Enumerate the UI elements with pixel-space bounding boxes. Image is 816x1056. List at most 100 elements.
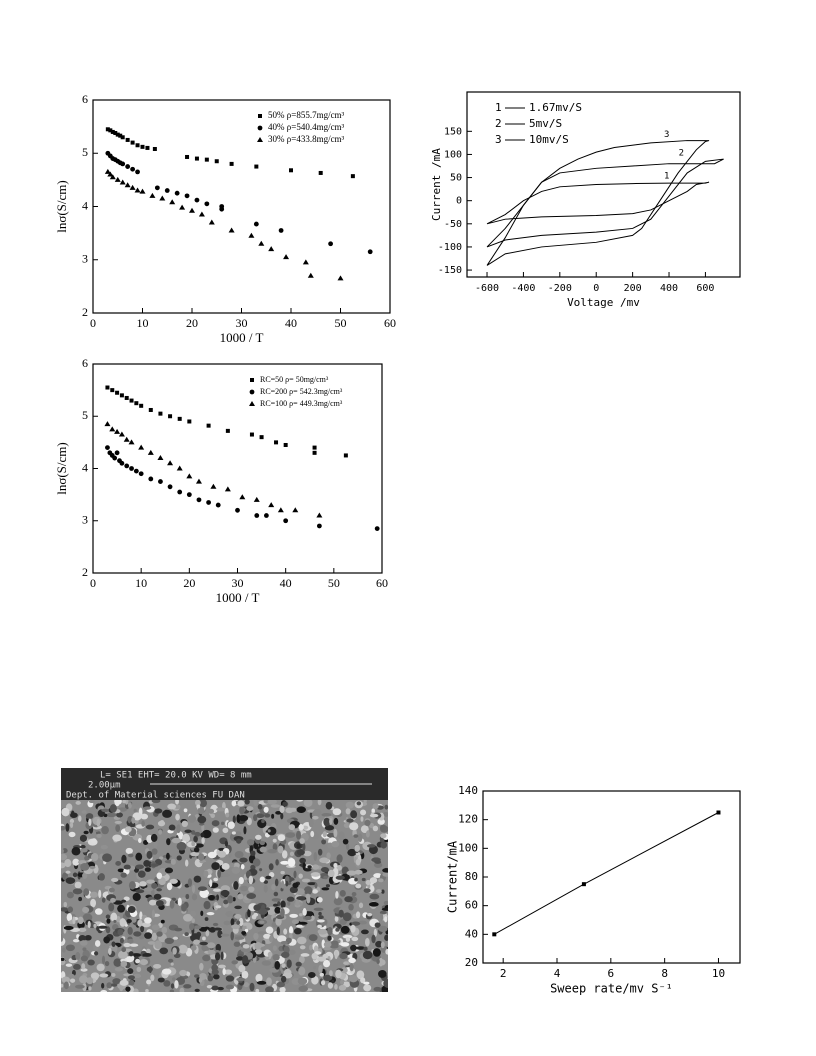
marker-triangle bbox=[224, 486, 231, 492]
marker-circle bbox=[177, 489, 183, 495]
marker-triangle bbox=[159, 195, 166, 201]
chart: 0 10 20 30 40 50 60 2 3 4 5 6 1000 / T lnσ(S/cm) RC=50… bbox=[54, 356, 388, 605]
y-tick-label: 120 bbox=[458, 813, 478, 826]
marker-triangle bbox=[316, 512, 323, 518]
marker-square bbox=[492, 932, 497, 937]
y-tick-label: 150 bbox=[444, 126, 462, 137]
x-tick-label: 10 bbox=[135, 576, 147, 590]
marker-square bbox=[130, 140, 135, 145]
x-tick-label: 10 bbox=[137, 316, 149, 330]
marker-square bbox=[716, 810, 721, 815]
marker-triangle bbox=[249, 401, 255, 406]
x-axis-label: Sweep rate/mv S⁻¹ bbox=[550, 982, 673, 996]
marker-square bbox=[581, 882, 586, 887]
micrograph-scale-text: 2.00μm bbox=[88, 781, 121, 791]
y-tick-label: 80 bbox=[465, 870, 478, 883]
marker-triangle bbox=[268, 246, 275, 252]
marker-square bbox=[118, 133, 123, 138]
x-tick-label: 0 bbox=[90, 316, 96, 330]
marker-square bbox=[140, 144, 145, 149]
legend-label: RC=50 ρ= 50mg/cm³ bbox=[260, 375, 329, 384]
marker-square bbox=[343, 453, 348, 458]
y-tick-label: 2 bbox=[82, 305, 88, 319]
legend-label: 50% ρ=855.7mg/cm³ bbox=[268, 110, 345, 120]
x-tick-label: -600 bbox=[475, 283, 499, 294]
marker-square bbox=[225, 428, 230, 433]
y-tick-label: 140 bbox=[458, 784, 478, 797]
marker-square bbox=[134, 401, 139, 406]
marker-square bbox=[283, 442, 288, 447]
chart: 2 4 6 8 10 20 40 60 80 100 120 140 Sweep rate/mv S⁻¹… bbox=[446, 784, 741, 996]
micrograph: L= SE1 EHT= 20.0 KV WD= 8 mm 2.00μm Dept… bbox=[61, 768, 388, 992]
marker-circle bbox=[164, 188, 170, 193]
marker-triangle bbox=[337, 275, 344, 281]
marker-square bbox=[206, 423, 211, 428]
chart: 0 10 20 30 40 50 60 2 3 4 5 6 1000 / T lnσ(S/cm) 50% ρ… bbox=[54, 92, 396, 345]
marker-square bbox=[119, 393, 124, 398]
marker-triangle bbox=[248, 232, 255, 238]
curve-label: 3 bbox=[664, 130, 669, 140]
marker-square bbox=[312, 445, 317, 450]
y-axis-label: Current/mA bbox=[446, 840, 460, 913]
marker-triangle bbox=[253, 496, 260, 502]
x-tick-label: 8 bbox=[661, 967, 668, 980]
legend-label: 5mv/S bbox=[529, 117, 562, 130]
x-tick-label: 60 bbox=[384, 316, 396, 330]
x-tick-label: -200 bbox=[548, 283, 572, 294]
series-line bbox=[486, 140, 710, 266]
y-tick-label: 100 bbox=[444, 149, 462, 160]
chart: -600 -400 -200 0 200 400 600 -150 -100 -50 0 50 100 1… bbox=[430, 91, 741, 309]
y-tick-label: 50 bbox=[450, 173, 462, 184]
marker-circle bbox=[154, 185, 160, 191]
marker-circle bbox=[158, 479, 163, 484]
marker-square bbox=[108, 128, 113, 133]
marker-square bbox=[204, 157, 209, 162]
marker-square bbox=[258, 114, 262, 118]
marker-circle bbox=[148, 476, 154, 482]
marker-square bbox=[289, 168, 293, 173]
marker-triangle bbox=[292, 507, 299, 513]
marker-circle bbox=[105, 445, 110, 450]
curve-label: 2 bbox=[679, 149, 684, 159]
marker-square bbox=[105, 385, 110, 390]
marker-triangle bbox=[257, 137, 263, 142]
marker-square bbox=[145, 145, 150, 150]
series-line bbox=[486, 181, 710, 225]
marker-circle bbox=[219, 206, 225, 212]
legend-number: 2 bbox=[495, 117, 502, 130]
marker-square bbox=[124, 395, 129, 400]
marker-triangle bbox=[189, 207, 195, 213]
marker-circle bbox=[215, 502, 221, 508]
marker-circle bbox=[129, 466, 134, 471]
marker-triangle bbox=[258, 240, 265, 246]
x-tick-label: -400 bbox=[511, 283, 535, 294]
marker-triangle bbox=[109, 426, 116, 432]
x-axis-label: 1000 / T bbox=[216, 590, 260, 605]
legend-label: RC=200 ρ= 542.3mg/cm³ bbox=[260, 387, 343, 396]
marker-square bbox=[110, 129, 115, 134]
marker-square bbox=[274, 440, 279, 445]
marker-circle bbox=[135, 169, 140, 175]
marker-circle bbox=[133, 468, 139, 474]
marker-triangle bbox=[128, 439, 135, 445]
plot-frame bbox=[466, 91, 741, 278]
marker-circle bbox=[124, 463, 130, 469]
marker-square bbox=[350, 174, 355, 179]
legend-number: 1 bbox=[495, 101, 502, 114]
y-axis-label: Current /mA bbox=[430, 148, 443, 221]
marker-triangle bbox=[138, 444, 145, 450]
x-tick-label: 0 bbox=[593, 283, 599, 294]
y-tick-label: 6 bbox=[82, 92, 88, 106]
marker-square bbox=[105, 127, 110, 132]
marker-square bbox=[115, 132, 120, 137]
marker-square bbox=[229, 161, 234, 166]
marker-circle bbox=[174, 190, 180, 196]
micrograph-texture bbox=[61, 800, 388, 992]
marker-circle bbox=[120, 161, 126, 167]
marker-circle bbox=[249, 389, 255, 395]
marker-triangle bbox=[149, 192, 156, 198]
marker-triangle bbox=[198, 211, 205, 217]
marker-square bbox=[318, 170, 323, 175]
marker-triangle bbox=[118, 431, 125, 437]
